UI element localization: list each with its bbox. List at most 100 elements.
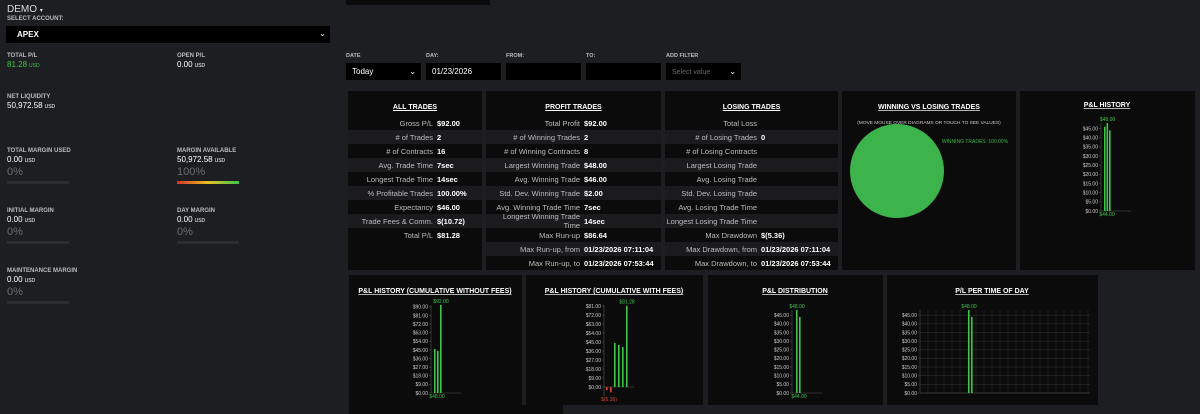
dropdown-arrow[interactable]: ⌄ bbox=[409, 67, 416, 76]
chart-panel bbox=[842, 91, 1016, 270]
stat-unit: USD bbox=[24, 158, 36, 164]
stat-value-line: 0.00 USD bbox=[7, 275, 77, 284]
table-row: Trade Fees & Comm. $(10.72) bbox=[348, 214, 482, 228]
table-row: # of Trades 2 bbox=[348, 130, 482, 144]
stat-value: 0.00 bbox=[7, 215, 23, 224]
row-value: 14sec bbox=[437, 174, 458, 184]
row-value: 100.00% bbox=[437, 188, 467, 198]
account-select[interactable]: APEX ⌄ bbox=[6, 26, 330, 43]
table-row: Expectancy $46.00 bbox=[348, 200, 482, 214]
filter-box[interactable]: Select value ⌄ bbox=[666, 63, 741, 80]
stat: INITIAL MARGIN 0.00 USD 0% bbox=[7, 208, 69, 244]
stats-panel: PROFIT TRADES Total Profit $92.00 # of Winn… bbox=[486, 91, 661, 270]
row-label: Gross P/L bbox=[399, 118, 433, 128]
row-value: $2.00 bbox=[584, 188, 603, 198]
stat-value-line: 50,972.58 USD bbox=[7, 101, 55, 110]
stat-percent: 0% bbox=[7, 226, 23, 238]
select-account-label: SELECT ACCOUNT: bbox=[7, 16, 64, 22]
table-row: Total Loss bbox=[665, 116, 838, 130]
row-label: Expectancy bbox=[394, 202, 433, 212]
chart-panel bbox=[349, 405, 563, 414]
filter-box[interactable] bbox=[586, 63, 661, 80]
filter-box[interactable]: 01/23/2026 bbox=[426, 63, 501, 80]
table-row: % Profitable Trades 100.00% bbox=[348, 186, 482, 200]
account-menu-text[interactable]: DEMO bbox=[7, 4, 37, 15]
row-label: Longest Losing Trade Time bbox=[666, 216, 757, 226]
row-value: 7sec bbox=[437, 160, 454, 170]
row-label: Avg. Winning Trade bbox=[514, 174, 580, 184]
top-tab bbox=[346, 0, 490, 5]
row-label: # of Losing Trades bbox=[695, 132, 757, 142]
row-label: Max Drawdown bbox=[705, 230, 757, 240]
filter-box[interactable] bbox=[506, 63, 581, 80]
row-label: Trade Fees & Comm. bbox=[361, 216, 433, 226]
table-row: Total P/L $81.28 bbox=[348, 228, 482, 242]
row-value: 0 bbox=[761, 132, 766, 142]
row-label: Largest Winning Trade bbox=[504, 160, 580, 170]
account-value[interactable]: APEX bbox=[17, 30, 39, 39]
chart-panel bbox=[349, 275, 522, 405]
stat-value: 50,972.58 bbox=[7, 101, 43, 110]
row-label: # of Winning Contracts bbox=[504, 146, 580, 156]
table-row: Largest Winning Trade $48.00 bbox=[486, 158, 661, 172]
row-value: 2 bbox=[437, 132, 442, 142]
stat-value: 0.00 bbox=[177, 60, 193, 69]
filter-placeholder[interactable]: Select value bbox=[672, 69, 711, 76]
stat-value-line: 0.00 USD bbox=[177, 60, 205, 69]
row-label: Avg. Trade Time bbox=[378, 160, 433, 170]
stat-label: OPEN P/L bbox=[177, 53, 206, 59]
stat-value: 81.28 bbox=[7, 60, 28, 69]
row-value: 01/23/2026 07:11:04 bbox=[584, 244, 654, 254]
table-row: Longest Trade Time 14sec bbox=[348, 172, 482, 186]
row-label: Std. Dev. Losing Trade bbox=[681, 188, 757, 198]
panel-title: LOSING TRADES bbox=[722, 104, 781, 111]
row-value: 2 bbox=[584, 132, 589, 142]
chart-panel bbox=[1020, 91, 1195, 270]
row-value: $(10.72) bbox=[437, 216, 465, 226]
table-row: Avg. Losing Trade bbox=[665, 172, 838, 186]
dropdown-arrow[interactable]: ⌄ bbox=[729, 67, 736, 76]
table-row: Max Drawdown $(5.36) bbox=[665, 228, 838, 242]
account-menu[interactable]: DEMO ▾ bbox=[7, 4, 43, 15]
filter-value[interactable]: 01/23/2026 bbox=[432, 67, 473, 76]
table-row: Max Run-up, from 01/23/2026 07:11:04 bbox=[486, 242, 661, 256]
meter bbox=[177, 241, 239, 244]
stat-value-line: 0.00 USD bbox=[177, 215, 239, 224]
stat: MARGIN AVAILABLE 50,972.58 USD 100% bbox=[177, 148, 239, 184]
row-value: $(5.36) bbox=[761, 230, 785, 240]
chart-panel bbox=[526, 275, 703, 405]
stat-label: MARGIN AVAILABLE bbox=[177, 148, 237, 154]
stat: TOTAL MARGIN USED 0.00 USD 0% bbox=[7, 148, 71, 184]
stat-percent: 0% bbox=[7, 286, 23, 298]
filter-box[interactable]: Today ⌄ bbox=[346, 63, 421, 80]
stat-percent: 100% bbox=[177, 166, 206, 178]
table-row: Std. Dev. Losing Trade bbox=[665, 186, 838, 200]
filter-label: ADD FILTER bbox=[666, 53, 699, 59]
row-label: Avg. Losing Trade Time bbox=[678, 202, 757, 212]
table-row: Max Drawdown, from 01/23/2026 07:11:04 bbox=[665, 242, 838, 256]
filter-label: DAY: bbox=[426, 53, 439, 59]
stat-value: 0.00 bbox=[177, 215, 193, 224]
row-label: Max Run-up bbox=[539, 230, 580, 240]
table-row: # of Contracts 16 bbox=[348, 144, 482, 158]
table-row: Avg. Winning Trade $46.00 bbox=[486, 172, 661, 186]
stat-label: TOTAL MARGIN USED bbox=[7, 148, 71, 154]
filter-label: DATE bbox=[346, 53, 361, 59]
row-label: Max Run-up, from bbox=[519, 244, 580, 254]
row-label: Total Loss bbox=[723, 118, 757, 128]
row-value: 7sec bbox=[584, 202, 601, 212]
row-value: $48.00 bbox=[584, 160, 607, 170]
row-value: $86.64 bbox=[584, 230, 607, 240]
row-value: $92.00 bbox=[437, 118, 460, 128]
row-value: 01/23/2026 07:11:04 bbox=[761, 244, 831, 254]
table-row: Largest Losing Trade bbox=[665, 158, 838, 172]
stat: NET LIQUIDITY 50,972.58 USD bbox=[7, 94, 55, 110]
stat-value: 0.00 bbox=[7, 155, 23, 164]
stat-value-line: 0.00 USD bbox=[7, 215, 69, 224]
filter-value[interactable]: Today bbox=[352, 67, 374, 76]
stat-unit: USD bbox=[24, 278, 36, 284]
panel-title: ALL TRADES bbox=[392, 104, 438, 111]
stat-value-line: 50,972.58 USD bbox=[177, 155, 239, 164]
table-row: # of Losing Trades 0 bbox=[665, 130, 838, 144]
stat-value: 50,972.58 bbox=[177, 155, 213, 164]
